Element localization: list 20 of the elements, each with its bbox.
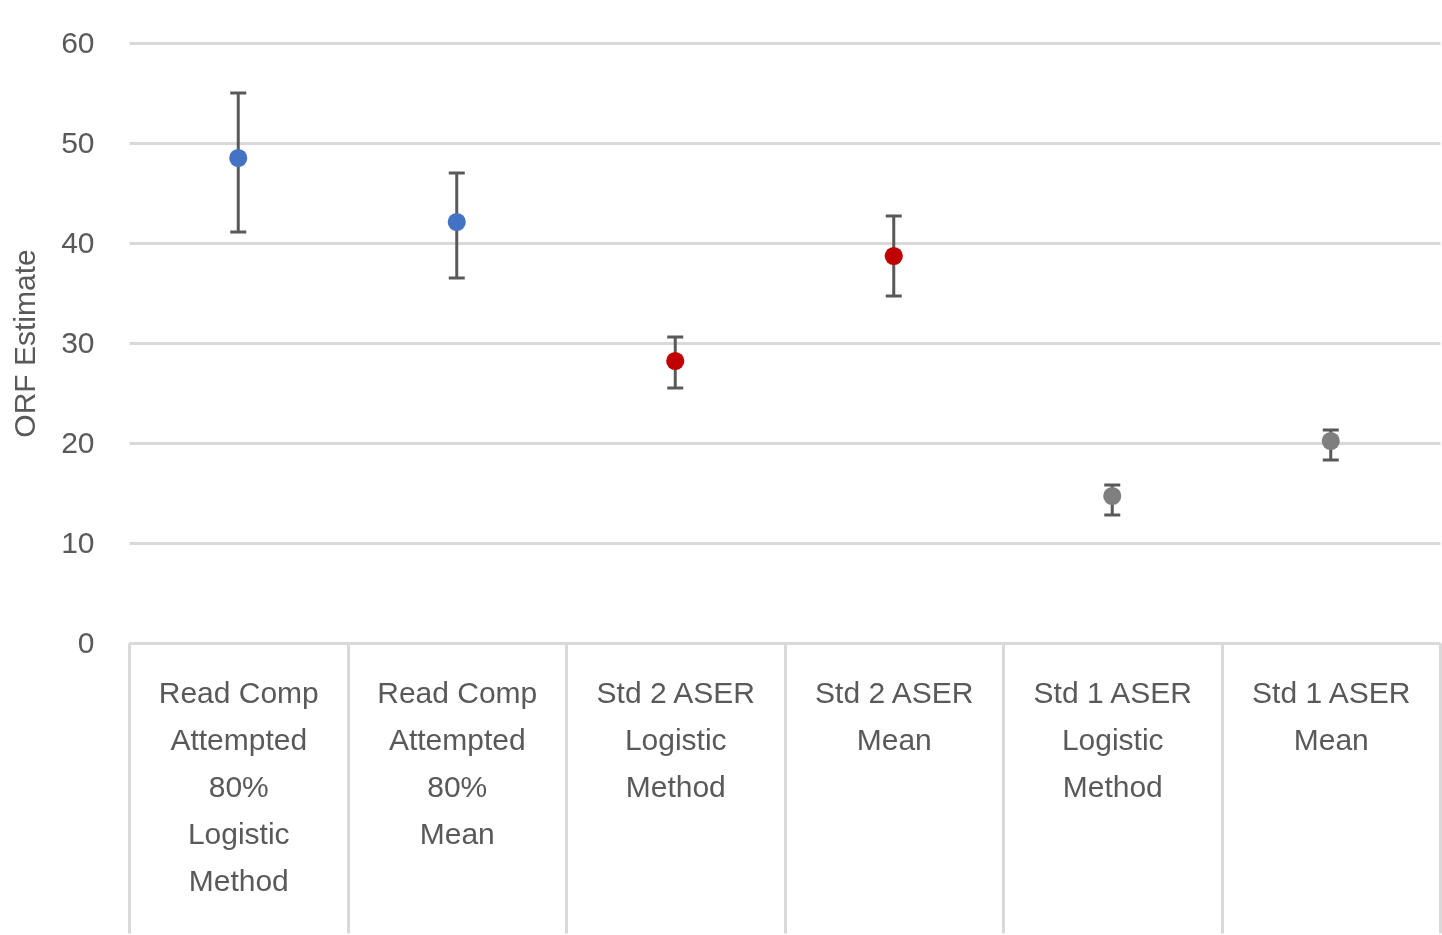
y-tick-label: 40 — [61, 225, 95, 259]
point — [666, 351, 685, 371]
x-tick-label: Std 1 ASER Mean — [1252, 675, 1411, 756]
y-tick-label: 10 — [61, 525, 95, 559]
point — [884, 246, 903, 266]
x-tick-label: Std 1 ASER Logistic Method — [1033, 675, 1192, 803]
y-tick-label: 20 — [61, 425, 95, 459]
x-tick-label: Std 2 ASER Mean — [815, 675, 974, 756]
y-axis-title: ORF Estimate — [8, 249, 42, 438]
y-tick-label: 0 — [77, 625, 95, 659]
x-tick-label: Std 2 ASER Logistic Method — [596, 675, 755, 803]
point — [447, 212, 466, 232]
y-tick-label: 50 — [61, 125, 95, 159]
point — [229, 148, 248, 168]
point — [1321, 431, 1340, 451]
x-tick-label: Read Comp Attempted 80% Logistic Method — [158, 675, 319, 897]
x-tick-label: Read Comp Attempted 80% Mean — [377, 675, 538, 850]
y-tick-label: 60 — [61, 25, 95, 59]
point — [1103, 486, 1122, 506]
y-tick-label: 30 — [61, 325, 95, 359]
